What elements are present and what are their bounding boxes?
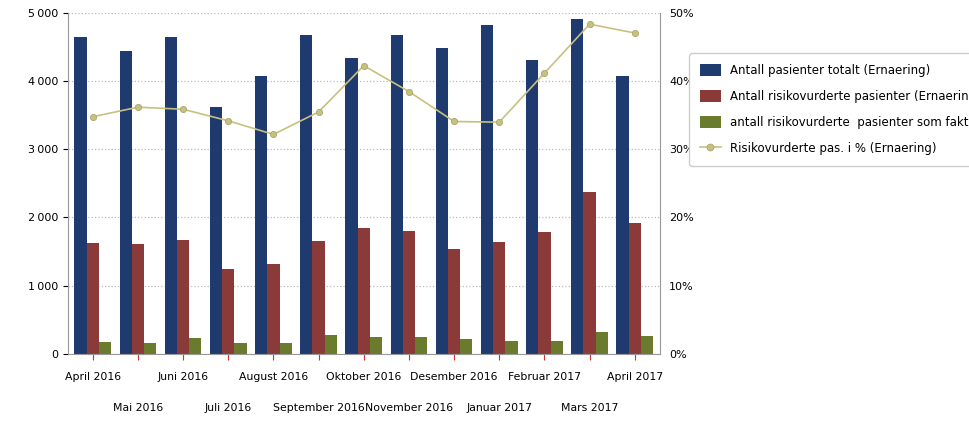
Bar — [325, 335, 336, 354]
Bar — [448, 249, 459, 354]
Text: April 2016: April 2016 — [65, 372, 121, 382]
Line: Risikovurderte pas. i % (Ernaering): Risikovurderte pas. i % (Ernaering) — [89, 21, 638, 137]
Text: Juni 2016: Juni 2016 — [157, 372, 208, 382]
Text: Februar 2017: Februar 2017 — [508, 372, 580, 382]
Risikovurderte pas. i % (Ernaering) — [493, 119, 505, 125]
Bar — [435, 48, 448, 354]
Bar — [267, 264, 279, 354]
Bar — [459, 339, 472, 354]
Bar — [176, 240, 189, 354]
Text: Mars 2017: Mars 2017 — [560, 403, 617, 413]
Bar — [505, 341, 517, 354]
Text: November 2016: November 2016 — [364, 403, 453, 413]
Bar — [99, 342, 110, 354]
Text: September 2016: September 2016 — [272, 403, 364, 413]
Bar — [255, 76, 267, 354]
Bar — [209, 107, 222, 354]
Bar — [75, 37, 86, 354]
Bar — [143, 343, 156, 354]
Bar — [583, 191, 595, 354]
Text: Oktober 2016: Oktober 2016 — [326, 372, 401, 382]
Bar — [369, 337, 382, 354]
Risikovurderte pas. i % (Ernaering) — [628, 30, 640, 36]
Text: August 2016: August 2016 — [238, 372, 308, 382]
Bar — [222, 269, 234, 354]
Bar — [234, 343, 246, 354]
Risikovurderte pas. i % (Ernaering) — [132, 105, 143, 110]
Risikovurderte pas. i % (Ernaering) — [583, 22, 595, 27]
Risikovurderte pas. i % (Ernaering) — [222, 118, 234, 123]
Risikovurderte pas. i % (Ernaering) — [538, 71, 549, 76]
Bar — [165, 37, 176, 354]
Bar — [86, 244, 99, 354]
Bar — [189, 338, 202, 354]
Bar — [312, 240, 325, 354]
Bar — [119, 51, 132, 354]
Bar — [641, 335, 652, 354]
Bar — [616, 76, 628, 354]
Bar — [481, 25, 492, 354]
Text: Mai 2016: Mai 2016 — [112, 403, 163, 413]
Bar — [402, 231, 415, 354]
Text: Januar 2017: Januar 2017 — [466, 403, 532, 413]
Bar — [538, 232, 550, 354]
Risikovurderte pas. i % (Ernaering) — [312, 109, 324, 114]
Bar — [571, 19, 583, 354]
Risikovurderte pas. i % (Ernaering) — [403, 89, 415, 94]
Text: Juli 2016: Juli 2016 — [204, 403, 252, 413]
Bar — [492, 242, 505, 354]
Risikovurderte pas. i % (Ernaering) — [177, 107, 189, 112]
Text: Desember 2016: Desember 2016 — [410, 372, 497, 382]
Bar — [300, 35, 312, 354]
Text: April 2017: April 2017 — [606, 372, 662, 382]
Bar — [415, 337, 426, 354]
Legend: Antall pasienter totalt (Ernaering), Antall risikovurderte pasienter (Ernaerin..: Antall pasienter totalt (Ernaering), Ant… — [688, 53, 969, 166]
Bar — [525, 60, 538, 354]
Bar — [132, 244, 143, 354]
Bar — [358, 229, 369, 354]
Risikovurderte pas. i % (Ernaering) — [358, 63, 369, 69]
Bar — [391, 35, 402, 354]
Risikovurderte pas. i % (Ernaering) — [87, 114, 99, 119]
Bar — [595, 332, 608, 354]
Bar — [345, 57, 358, 354]
Risikovurderte pas. i % (Ernaering) — [448, 119, 459, 124]
Bar — [279, 343, 292, 354]
Bar — [628, 223, 641, 354]
Risikovurderte pas. i % (Ernaering) — [267, 132, 279, 137]
Bar — [550, 341, 562, 354]
